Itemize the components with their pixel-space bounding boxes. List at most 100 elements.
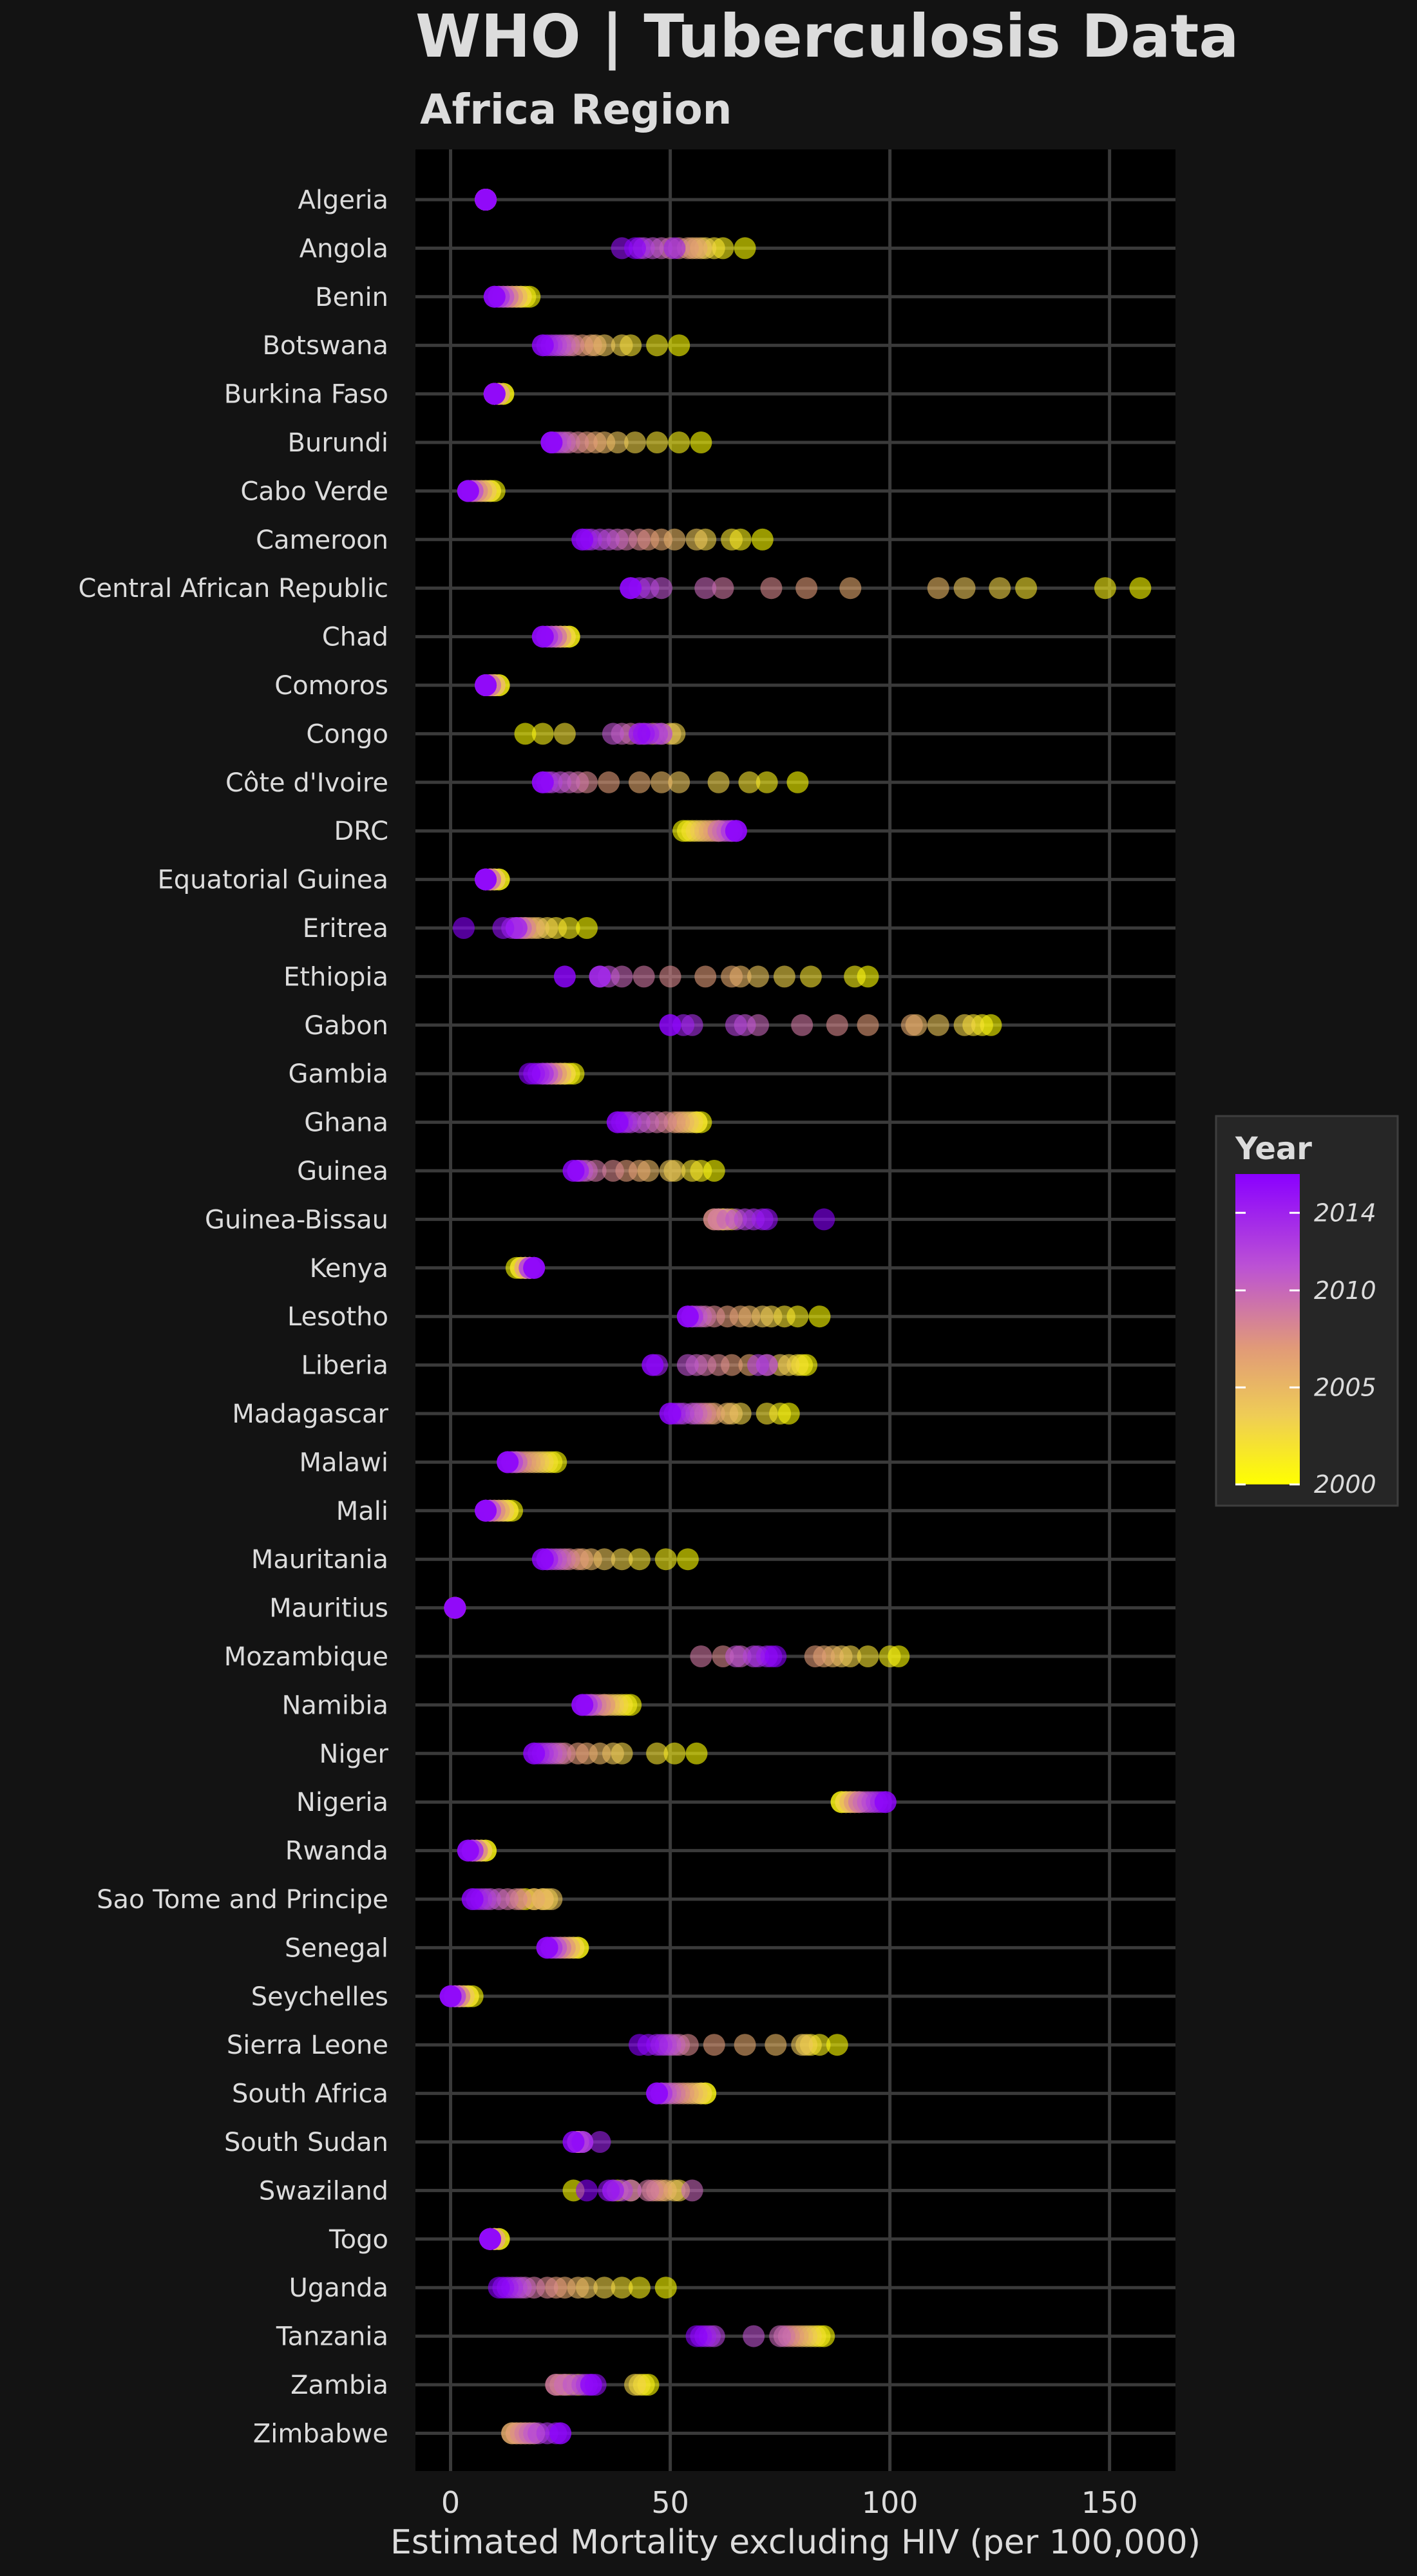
data-point — [725, 820, 747, 842]
data-point — [628, 2277, 651, 2299]
data-point — [589, 2131, 611, 2153]
y-tick-label: Eritrea — [303, 914, 388, 943]
data-point — [681, 2179, 703, 2202]
data-point — [659, 1160, 681, 1182]
data-point — [857, 1014, 879, 1036]
data-point — [646, 431, 669, 453]
data-point — [562, 1160, 585, 1182]
data-point — [628, 771, 651, 793]
data-point — [624, 431, 646, 453]
data-point — [765, 1645, 787, 1667]
data-point — [725, 1014, 747, 1036]
legend-tick-label: 2005 — [1314, 1373, 1376, 1401]
x-tick-label: 0 — [441, 2485, 460, 2520]
data-point — [756, 1354, 778, 1376]
legend-ticks: 2000 2005 2010 2014 — [1235, 1198, 1376, 1499]
data-point — [773, 965, 795, 988]
data-point — [475, 1499, 497, 1522]
data-point — [786, 771, 809, 793]
y-tick-label: Tanzania — [276, 2322, 388, 2352]
data-point — [874, 1791, 897, 1814]
data-points — [439, 189, 1152, 2445]
y-tick-label: Chad — [322, 623, 388, 652]
data-point — [826, 1014, 848, 1036]
x-tick-labels: 0 50 100 150 — [441, 2485, 1138, 2520]
data-point — [694, 577, 717, 600]
data-point — [791, 2034, 813, 2056]
data-point — [676, 1354, 699, 1376]
data-point — [602, 1160, 624, 1182]
data-point — [475, 189, 497, 211]
data-point — [927, 1014, 949, 1036]
data-point — [799, 965, 822, 988]
y-tick-label: Zambia — [290, 2371, 388, 2400]
data-point — [953, 1014, 976, 1036]
data-point — [571, 1694, 594, 1716]
y-tick-label: Ghana — [304, 1108, 388, 1138]
data-point — [553, 965, 576, 988]
data-point — [791, 1014, 813, 1036]
data-point — [804, 1645, 826, 1667]
data-point — [685, 2325, 708, 2347]
data-point — [676, 1305, 699, 1328]
y-tick-label: South Sudan — [224, 2128, 388, 2157]
data-point — [628, 2034, 651, 2056]
legend-title: Year — [1235, 1131, 1312, 1167]
y-tick-label: Namibia — [281, 1690, 388, 1720]
data-point — [769, 2325, 792, 2347]
legend-tick-label: 2010 — [1314, 1276, 1376, 1305]
data-point — [514, 723, 537, 745]
data-point — [497, 1451, 519, 1473]
data-point — [756, 1403, 778, 1425]
data-point — [576, 917, 598, 939]
data-point — [518, 1063, 541, 1085]
data-point — [1129, 577, 1152, 600]
y-tick-label: Uganda — [289, 2273, 388, 2303]
data-point — [444, 1596, 466, 1619]
data-point — [593, 2277, 616, 2299]
y-tick-label: Niger — [319, 1739, 389, 1769]
data-point — [580, 2374, 602, 2396]
y-tick-label: Mauritius — [269, 1594, 388, 1624]
data-point — [900, 1014, 923, 1036]
x-tick-label: 100 — [862, 2485, 918, 2520]
y-tick-label: Lesotho — [287, 1302, 388, 1332]
data-point — [734, 2034, 756, 2056]
y-tick-label: Gambia — [289, 1059, 389, 1089]
data-point — [475, 674, 497, 696]
data-point — [488, 2277, 510, 2299]
data-point — [663, 1742, 686, 1765]
data-point — [628, 723, 651, 745]
y-tick-labels: Algeria Angola Benin Botswana Burkina Faso Bu… — [79, 185, 389, 2448]
data-point — [624, 2374, 646, 2396]
y-tick-label: Equatorial Guinea — [157, 866, 388, 895]
legend-tick-label: 2000 — [1314, 1470, 1376, 1499]
data-point — [483, 285, 506, 308]
data-point — [743, 2325, 765, 2347]
data-point — [738, 771, 761, 793]
y-tick-label: Zimbabwe — [253, 2419, 388, 2448]
y-tick-label: Burkina Faso — [224, 380, 388, 410]
data-point — [703, 2034, 725, 2056]
y-tick-label: Algeria — [298, 185, 388, 215]
y-tick-label: Seychelles — [251, 1982, 388, 2012]
data-point — [531, 334, 554, 357]
data-point — [676, 1548, 699, 1571]
data-point — [756, 1208, 778, 1231]
data-point — [721, 965, 743, 988]
data-point — [685, 528, 708, 551]
data-point — [632, 965, 655, 988]
y-tick-label: Togo — [328, 2225, 388, 2255]
y-tick-label: Malawi — [300, 1448, 388, 1477]
legend-tick-label: 2014 — [1314, 1198, 1376, 1227]
data-point — [953, 577, 976, 600]
y-tick-label: Liberia — [301, 1351, 388, 1381]
data-point — [611, 334, 633, 357]
data-point — [879, 1645, 901, 1667]
data-point — [602, 723, 624, 745]
chart-title: WHO | Tuberculosis Data — [415, 2, 1239, 71]
y-tick-label: Angola — [300, 234, 388, 263]
data-point — [637, 2179, 660, 2202]
